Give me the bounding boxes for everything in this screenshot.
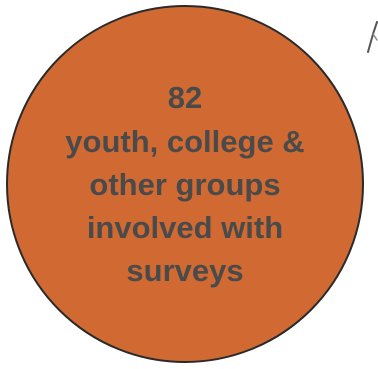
stat-number: 82 xyxy=(167,80,203,115)
stroke-fragment-icon xyxy=(367,21,378,53)
stat-label-line-4: surveys xyxy=(126,253,244,288)
stat-circle xyxy=(6,5,364,363)
stat-label-line-1: youth, college & xyxy=(65,124,305,159)
stat-text-block: 82 youth, college & other groups involve… xyxy=(6,5,364,363)
stat-label-line-2: other groups xyxy=(89,167,281,202)
stat-label-line-3: involved with xyxy=(86,210,284,245)
